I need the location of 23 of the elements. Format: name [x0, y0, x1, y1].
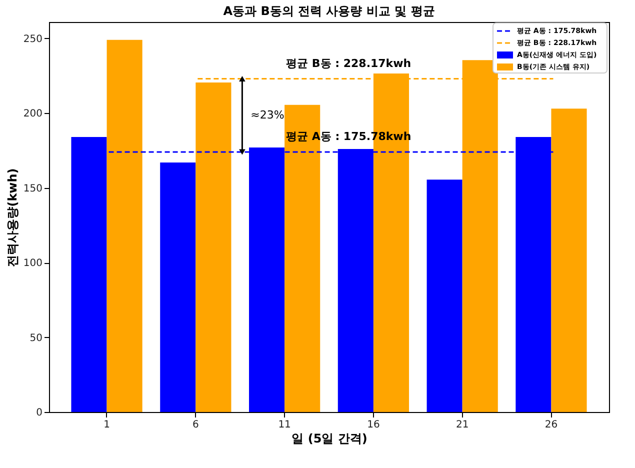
y-tick-label: 250	[23, 34, 42, 45]
chart-title: A동과 B동의 전력 사용량 비교 및 평균	[223, 4, 435, 18]
bar	[551, 108, 587, 412]
y-tick-label: 50	[30, 332, 42, 344]
annotation: 평균 B동 : 228.17kwh	[286, 56, 412, 70]
x-tick-label: 26	[544, 420, 558, 430]
annotation: ≈23%	[250, 108, 284, 122]
x-tick-label: 21	[456, 420, 469, 430]
y-axis-title: 전력사용량(kwh)	[5, 168, 20, 267]
y-tick-label: 150	[23, 183, 42, 194]
bar	[71, 137, 107, 412]
y-tick-label: 0	[36, 408, 42, 418]
bar	[196, 82, 232, 412]
x-tick-label: 6	[192, 420, 199, 430]
y-tick-label: 100	[23, 258, 42, 270]
y-tick-label: 200	[23, 108, 42, 120]
x-tick-label: 11	[278, 420, 291, 430]
x-tick-label: 1	[104, 420, 110, 430]
x-tick-label: 16	[367, 420, 380, 430]
bar	[160, 162, 196, 412]
x-axis-title: 일 (5일 간격)	[292, 432, 368, 446]
bar	[106, 40, 142, 412]
bar	[426, 180, 462, 412]
